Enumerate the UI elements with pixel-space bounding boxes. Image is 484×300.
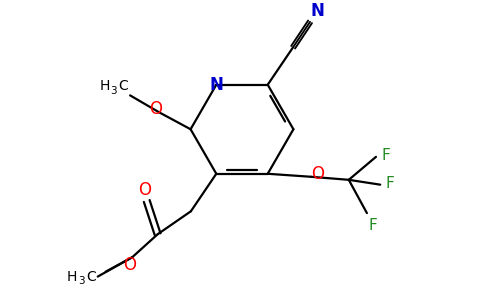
Text: 3: 3 — [78, 276, 85, 286]
Text: F: F — [369, 218, 378, 233]
Text: O: O — [311, 165, 324, 183]
Text: O: O — [138, 181, 151, 199]
Text: 3: 3 — [110, 85, 117, 95]
Text: C: C — [86, 270, 96, 283]
Text: F: F — [381, 148, 390, 163]
Text: O: O — [122, 256, 136, 274]
Text: C: C — [118, 79, 128, 93]
Text: H: H — [66, 270, 77, 283]
Text: O: O — [150, 100, 163, 118]
Text: N: N — [210, 76, 223, 94]
Text: H: H — [100, 79, 110, 93]
Text: N: N — [310, 2, 324, 20]
Text: F: F — [386, 176, 394, 191]
